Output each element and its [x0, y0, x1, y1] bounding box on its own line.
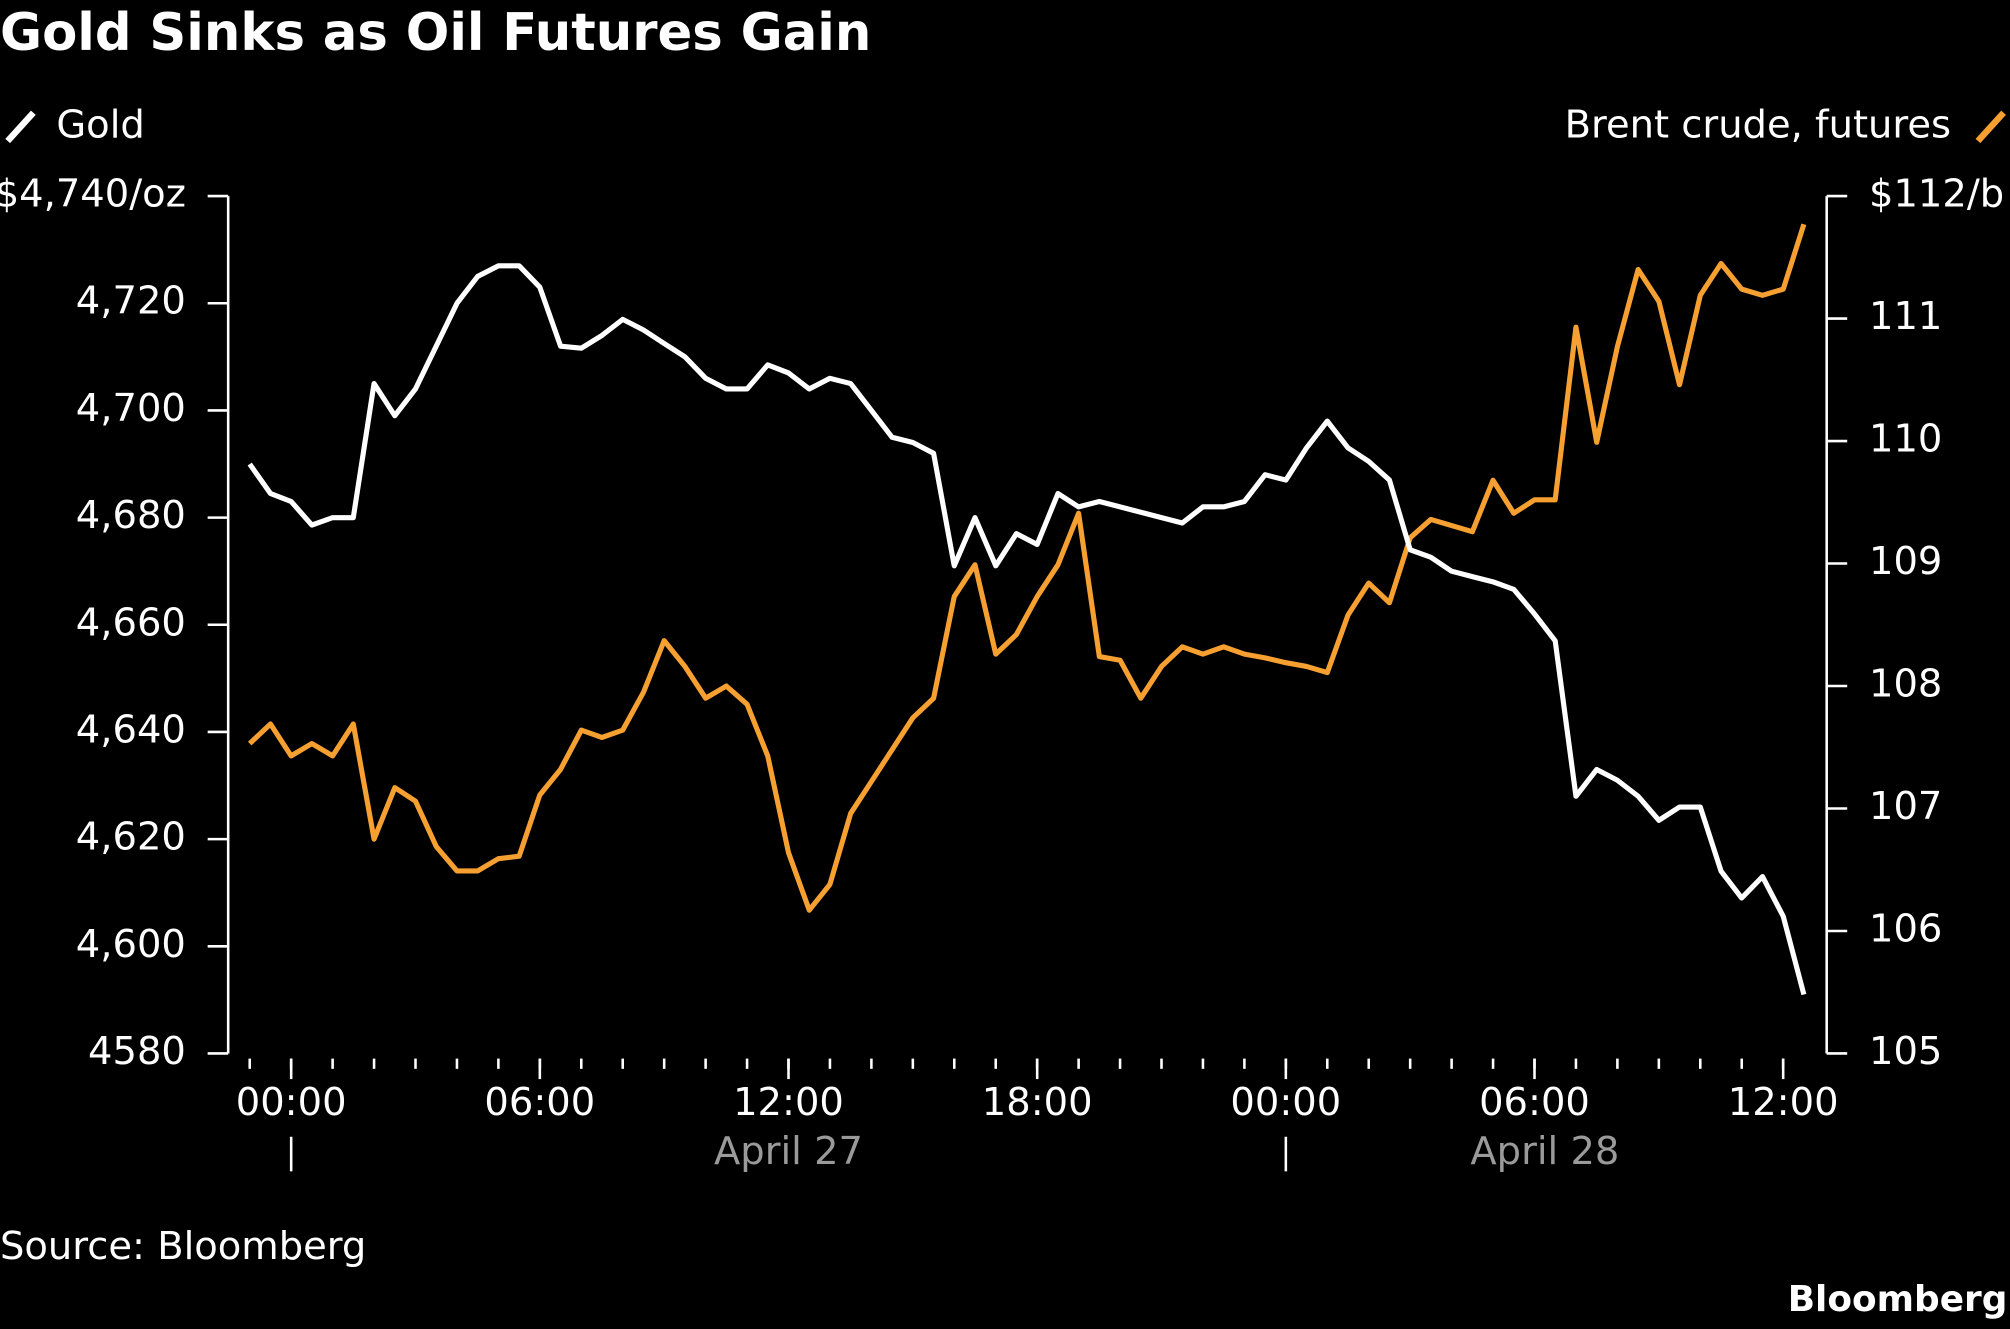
y-tick-label: 4,660	[76, 600, 186, 645]
y-tick-label: $4,740/oz	[0, 172, 186, 217]
legend-label: Brent crude, futures	[1565, 102, 1951, 147]
x-tick-label: 12:00	[733, 1080, 844, 1125]
chart-title: Gold Sinks as Oil Futures Gain	[0, 3, 871, 63]
y-tick-label: 4,680	[76, 493, 186, 538]
y-tick-label: 4,720	[76, 279, 186, 324]
y2-tick-label: 107	[1869, 784, 1942, 829]
x-tick-label: 00:00	[1230, 1080, 1341, 1125]
x-tick-label: 06:00	[484, 1080, 595, 1125]
legend-swatch	[1975, 110, 2006, 144]
legend-label: Gold	[56, 102, 144, 147]
y2-tick-label: 110	[1869, 417, 1942, 462]
source: Source: Bloomberg	[0, 1224, 366, 1269]
y2-tick-label: 109	[1869, 539, 1942, 584]
y-tick-label: 4,620	[76, 815, 186, 860]
y2-tick-label: 106	[1869, 906, 1942, 951]
y-tick-label: 4,700	[76, 386, 186, 431]
x-tick-label: 12:00	[1728, 1080, 1839, 1125]
y-tick-label: 4,600	[76, 922, 186, 967]
date-label: April 27	[714, 1129, 863, 1174]
y2-tick-label: 105	[1869, 1029, 1942, 1074]
x-tick-label: 18:00	[982, 1080, 1093, 1125]
brand: Bloomberg	[1788, 1279, 2008, 1320]
y-tick-label: 4,640	[76, 707, 186, 752]
y-tick-label: 4580	[88, 1029, 186, 1074]
date-label: April 28	[1470, 1129, 1619, 1174]
series-line	[247, 223, 1807, 913]
y2-tick-label: $112/b	[1869, 172, 2004, 217]
legend-swatch	[5, 110, 36, 144]
x-tick-label: 00:00	[236, 1080, 347, 1125]
x-tick-label: 06:00	[1479, 1080, 1590, 1125]
y2-tick-label: 108	[1869, 662, 1942, 707]
y2-tick-label: 111	[1869, 294, 1942, 339]
series-line	[247, 263, 1807, 996]
